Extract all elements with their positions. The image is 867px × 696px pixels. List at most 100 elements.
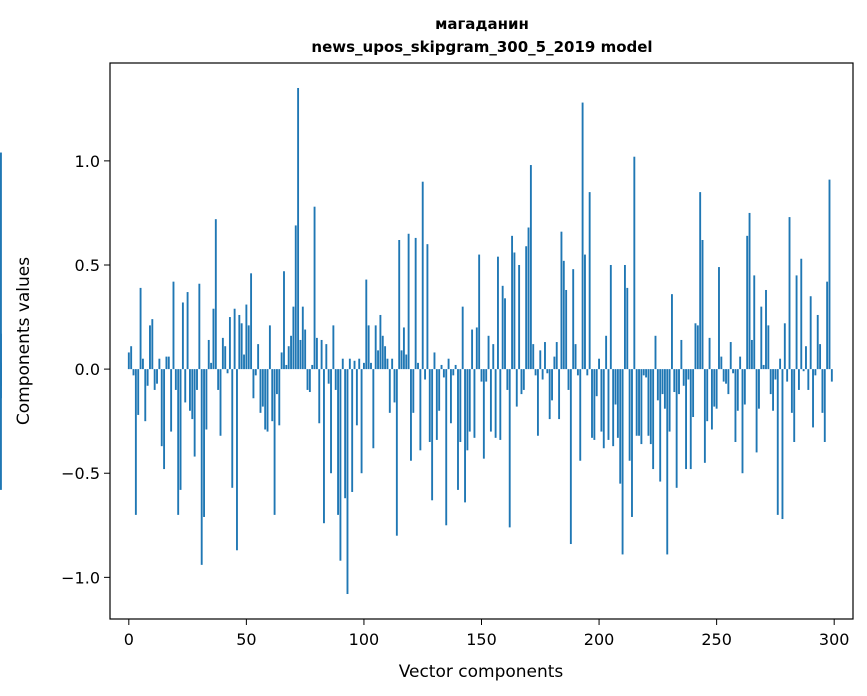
x-tick-label-150: 150 <box>466 630 497 649</box>
bar-93 <box>346 369 349 595</box>
bar-50 <box>245 304 248 370</box>
bar-125 <box>421 181 424 370</box>
bar-0 <box>127 352 130 370</box>
bar-3 <box>134 369 137 515</box>
bar-151 <box>482 369 485 459</box>
bar-174 <box>536 369 539 436</box>
bar-83 <box>323 369 325 524</box>
bar-110 <box>386 358 389 370</box>
x-axis-ticks: 0 50 100 150 200 250 300 <box>124 619 849 649</box>
bar-215 <box>633 156 636 370</box>
bar-56 <box>259 369 262 413</box>
bar-263 <box>746 235 749 370</box>
bar-252 <box>720 356 723 370</box>
x-tick-label-250: 250 <box>701 630 732 649</box>
bar-268 <box>758 369 760 409</box>
bar-254 <box>725 369 727 384</box>
bar-231 <box>671 294 673 370</box>
bar-197 <box>591 369 593 438</box>
bar-113 <box>393 369 396 403</box>
bar-220 <box>645 369 648 378</box>
bar-96 <box>353 360 356 370</box>
bar-117 <box>402 327 405 370</box>
bar-196 <box>588 192 591 370</box>
bar-71 <box>294 225 297 370</box>
bar-264 <box>748 212 751 370</box>
bar-200 <box>598 358 600 370</box>
bar-74 <box>301 306 304 370</box>
bar-124 <box>419 369 422 451</box>
bar-15 <box>163 369 166 470</box>
bar-239 <box>689 369 692 470</box>
bar-31 <box>200 369 203 565</box>
bar-116 <box>400 350 403 370</box>
y-tick-label-1: −0.5 <box>61 464 100 483</box>
bar-296 <box>823 369 826 442</box>
bar-115 <box>398 240 401 370</box>
bar-79 <box>313 206 316 370</box>
bar-191 <box>576 369 579 376</box>
bar-102 <box>367 325 370 370</box>
bar-253 <box>722 369 725 382</box>
bar-277 <box>779 358 782 370</box>
bar-107 <box>379 314 382 370</box>
bar-88 <box>334 369 337 390</box>
x-tick-label-0: 0 <box>124 630 134 649</box>
bar-233 <box>675 369 678 488</box>
bar-222 <box>649 369 652 445</box>
bar-180 <box>551 369 553 401</box>
bar-27 <box>191 369 194 420</box>
bar-1 <box>130 346 133 370</box>
bar-287 <box>802 369 805 372</box>
bar-245 <box>703 369 706 463</box>
bar-204 <box>607 369 610 440</box>
bar-271 <box>765 289 767 370</box>
bar-288 <box>805 346 807 370</box>
bar-41 <box>224 346 227 370</box>
bar-229 <box>666 369 669 555</box>
bar-6 <box>141 358 144 370</box>
bar-164 <box>513 252 516 370</box>
bar-293 <box>816 314 819 370</box>
bar-undefined <box>0 152 2 370</box>
bar-11 <box>153 369 156 390</box>
bar-257 <box>732 369 735 374</box>
chart-subtitle: news_upos_skipgram_300_5_2019 model <box>311 38 652 56</box>
bar-172 <box>532 344 535 370</box>
bar-236 <box>682 369 685 386</box>
bar-120 <box>410 369 412 461</box>
bar-181 <box>553 356 556 370</box>
bar-135 <box>445 369 448 526</box>
bar-240 <box>692 369 695 418</box>
bar-147 <box>473 369 476 438</box>
bar-undefined <box>0 333 2 370</box>
bar-54 <box>254 369 257 376</box>
bar-216 <box>635 369 638 436</box>
bar-208 <box>616 369 619 438</box>
bar-198 <box>593 369 596 440</box>
bar-178 <box>546 369 549 374</box>
bar-284 <box>795 275 798 370</box>
bar-221 <box>647 369 650 436</box>
x-tick-label-200: 200 <box>584 630 615 649</box>
bar-237 <box>685 369 687 470</box>
bar-177 <box>544 342 546 370</box>
bar-184 <box>560 231 563 370</box>
bar-292 <box>814 369 817 376</box>
bar-77 <box>308 369 311 393</box>
bar-131 <box>435 369 438 440</box>
bar-218 <box>640 369 643 445</box>
bar-228 <box>663 369 666 409</box>
bar-150 <box>480 369 483 382</box>
bar-34 <box>207 339 210 370</box>
bar-111 <box>388 369 391 413</box>
bar-199 <box>595 369 598 397</box>
bar-160 <box>504 298 506 370</box>
bar-140 <box>457 369 459 490</box>
bar-193 <box>581 102 584 370</box>
bar-187 <box>567 369 570 390</box>
bar-51 <box>247 325 250 370</box>
bar-8 <box>146 369 149 386</box>
bar-103 <box>370 362 372 370</box>
bar-182 <box>555 342 558 370</box>
